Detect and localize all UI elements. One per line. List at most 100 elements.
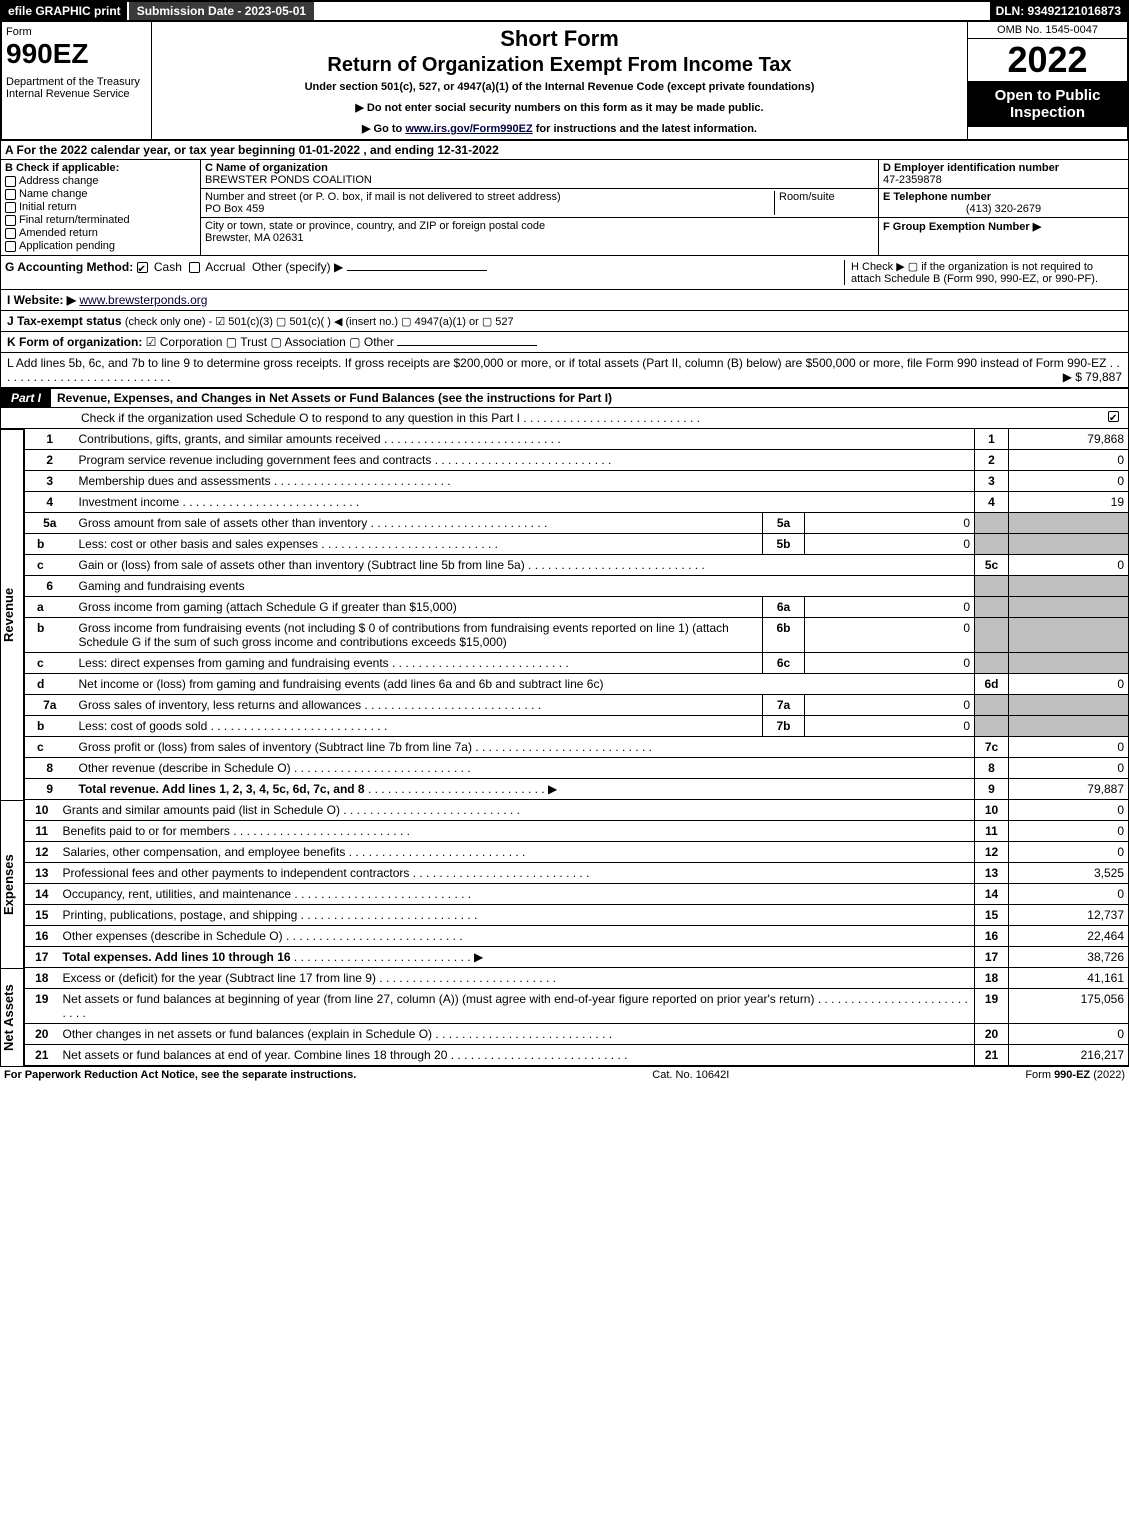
ein-value: 47-2359878 (883, 174, 942, 186)
line-14: 14Occupancy, rent, utilities, and mainte… (25, 884, 1129, 905)
open-to-public: Open to Public Inspection (968, 81, 1127, 127)
title-block: Short Form Return of Organization Exempt… (152, 22, 967, 139)
org-name-cell: C Name of organization BREWSTER PONDS CO… (201, 160, 878, 189)
footer-formref: Form 990-EZ (2022) (1025, 1069, 1125, 1081)
row-l-gross-receipts: L Add lines 5b, 6c, and 7b to line 9 to … (0, 353, 1129, 388)
chk-amended[interactable]: Amended return (5, 227, 196, 239)
chk-initial-return[interactable]: Initial return (5, 201, 196, 213)
line-6b: bGross income from fundraising events (n… (25, 618, 1129, 653)
tax-year: 2022 (968, 39, 1127, 81)
chk-final-return[interactable]: Final return/terminated (5, 214, 196, 226)
col-b-checkboxes: B Check if applicable: Address change Na… (1, 160, 201, 255)
l-amount: ▶ $ 79,887 (1063, 370, 1122, 384)
title-short-form: Short Form (156, 26, 963, 52)
org-city-cell: City or town, state or province, country… (201, 218, 878, 246)
title-return: Return of Organization Exempt From Incom… (156, 54, 963, 77)
line-6: 6Gaming and fundraising events (25, 576, 1129, 597)
line-9: 9Total revenue. Add lines 1, 2, 3, 4, 5c… (25, 779, 1129, 800)
line-21: 21Net assets or fund balances at end of … (25, 1045, 1129, 1066)
line-7b: bLess: cost of goods sold7b0 (25, 716, 1129, 737)
side-label-net-assets: Net Assets (0, 968, 24, 1066)
row-a-tax-year: A For the 2022 calendar year, or tax yea… (0, 139, 1129, 160)
chk-address-change[interactable]: Address change (5, 175, 196, 187)
line-7c: cGross profit or (loss) from sales of in… (25, 737, 1129, 758)
room-suite-label: Room/suite (774, 191, 874, 215)
tel-cell: E Telephone number (413) 320-2679 (879, 189, 1128, 218)
line-10: 10Grants and similar amounts paid (list … (25, 800, 1129, 821)
expenses-section: Expenses 10Grants and similar amounts pa… (0, 800, 1129, 968)
line-20: 20Other changes in net assets or fund ba… (25, 1024, 1129, 1045)
line-11: 11Benefits paid to or for members110 (25, 821, 1129, 842)
year-block: OMB No. 1545-0047 2022 Open to Public In… (967, 22, 1127, 139)
line-6c: cLess: direct expenses from gaming and f… (25, 653, 1129, 674)
line-6d: dNet income or (loss) from gaming and fu… (25, 674, 1129, 695)
k-other-line[interactable] (397, 345, 537, 346)
org-city: Brewster, MA 02631 (205, 232, 303, 244)
col-c-org-info: C Name of organization BREWSTER PONDS CO… (201, 160, 878, 255)
b-label: B Check if applicable: (5, 162, 196, 174)
part-i-tag: Part I (1, 389, 51, 407)
dln: DLN: 93492121016873 (990, 2, 1127, 20)
efile-label: efile GRAPHIC print (2, 2, 127, 20)
ein-label: D Employer identification number (883, 162, 1059, 174)
revenue-section: Revenue 1Contributions, gifts, grants, a… (0, 429, 1129, 800)
line-2: 2Program service revenue including gover… (25, 450, 1129, 471)
row-k-form-of-org: K Form of organization: ☑ Corporation ▢ … (0, 332, 1129, 353)
c-name-label: C Name of organization (205, 162, 328, 174)
part-i-check-note: Check if the organization used Schedule … (0, 408, 1129, 429)
revenue-table: 1Contributions, gifts, grants, and simil… (24, 429, 1129, 800)
form-id-block: Form 990EZ Department of the Treasury In… (2, 22, 152, 139)
line-4: 4Investment income419 (25, 492, 1129, 513)
row-j-tax-exempt: J Tax-exempt status (check only one) - ☑… (0, 311, 1129, 332)
line-18: 18Excess or (deficit) for the year (Subt… (25, 968, 1129, 989)
other-specify-line[interactable] (347, 270, 487, 271)
row-g-h: G Accounting Method: Cash Accrual Other … (0, 256, 1129, 290)
line-8: 8Other revenue (describe in Schedule O)8… (25, 758, 1129, 779)
note-goto-suffix: for instructions and the latest informat… (536, 123, 757, 135)
note-goto: ▶ Go to www.irs.gov/Form990EZ for instru… (156, 122, 963, 135)
line-5c: cGain or (loss) from sale of assets othe… (25, 555, 1129, 576)
line-5a: 5aGross amount from sale of assets other… (25, 513, 1129, 534)
chk-pending[interactable]: Application pending (5, 240, 196, 252)
note-goto-prefix: ▶ Go to (362, 123, 405, 135)
g-label: G Accounting Method: (5, 260, 133, 274)
line-12: 12Salaries, other compensation, and empl… (25, 842, 1129, 863)
omb-number: OMB No. 1545-0047 (968, 22, 1127, 39)
chk-cash[interactable] (137, 262, 148, 273)
org-name: BREWSTER PONDS COALITION (205, 174, 372, 186)
expenses-table: 10Grants and similar amounts paid (list … (24, 800, 1129, 968)
part-i-title: Revenue, Expenses, and Changes in Net As… (51, 389, 1128, 407)
net-assets-table: 18Excess or (deficit) for the year (Subt… (24, 968, 1129, 1066)
form-number: 990EZ (6, 38, 147, 70)
line-16: 16Other expenses (describe in Schedule O… (25, 926, 1129, 947)
chk-name-change[interactable]: Name change (5, 188, 196, 200)
line-17: 17Total expenses. Add lines 10 through 1… (25, 947, 1129, 968)
efile-topbar: efile GRAPHIC print Submission Date - 20… (0, 0, 1129, 22)
org-addr: PO Box 459 (205, 203, 264, 215)
chk-schedule-o[interactable] (1108, 411, 1119, 422)
g-accounting: G Accounting Method: Cash Accrual Other … (5, 260, 844, 285)
line-6a: aGross income from gaming (attach Schedu… (25, 597, 1129, 618)
side-label-revenue: Revenue (0, 429, 24, 800)
line-15: 15Printing, publications, postage, and s… (25, 905, 1129, 926)
website-link[interactable]: www.brewsterponds.org (79, 293, 207, 307)
org-addr-cell: Number and street (or P. O. box, if mail… (201, 189, 878, 218)
subtitle: Under section 501(c), 527, or 4947(a)(1)… (156, 81, 963, 93)
footer-catno: Cat. No. 10642I (356, 1069, 1025, 1081)
addr-label: Number and street (or P. O. box, if mail… (205, 191, 561, 203)
tel-value: (413) 320-2679 (883, 203, 1124, 215)
line-1: 1Contributions, gifts, grants, and simil… (25, 429, 1129, 450)
part-i-header: Part I Revenue, Expenses, and Changes in… (0, 388, 1129, 408)
line-13: 13Professional fees and other payments t… (25, 863, 1129, 884)
col-d-to-f: D Employer identification number 47-2359… (878, 160, 1128, 255)
city-label: City or town, state or province, country… (205, 220, 545, 232)
net-assets-section: Net Assets 18Excess or (deficit) for the… (0, 968, 1129, 1066)
irs-link[interactable]: www.irs.gov/Form990EZ (405, 123, 532, 135)
chk-accrual[interactable] (189, 262, 200, 273)
page-footer: For Paperwork Reduction Act Notice, see … (0, 1066, 1129, 1083)
line-7a: 7aGross sales of inventory, less returns… (25, 695, 1129, 716)
ein-cell: D Employer identification number 47-2359… (879, 160, 1128, 189)
form-header: Form 990EZ Department of the Treasury In… (0, 22, 1129, 139)
line-5b: bLess: cost or other basis and sales exp… (25, 534, 1129, 555)
form-word: Form (6, 26, 147, 38)
